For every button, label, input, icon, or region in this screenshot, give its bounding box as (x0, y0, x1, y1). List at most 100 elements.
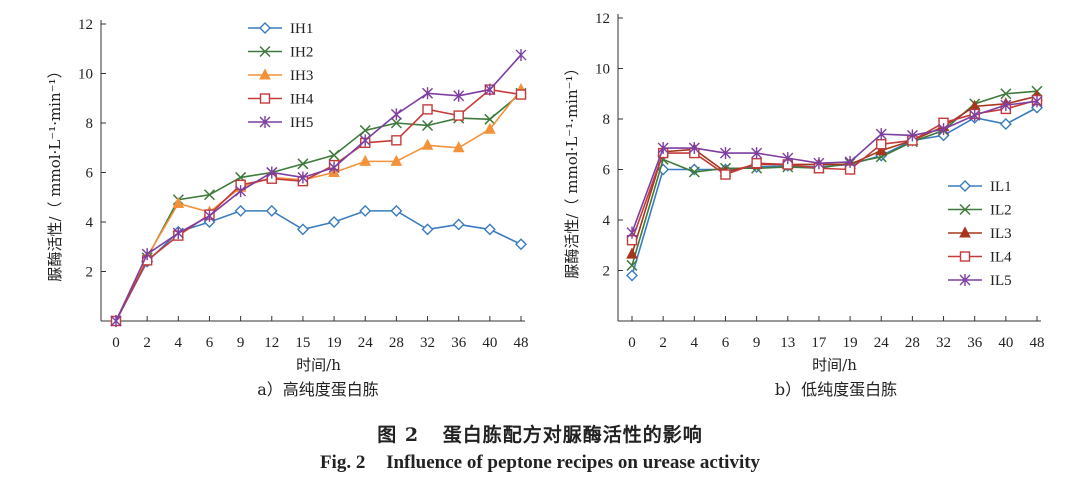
y-tick-label: 12 (78, 17, 93, 33)
data-point (1031, 95, 1043, 108)
x-tick-label: 4 (175, 335, 183, 351)
data-point (328, 161, 340, 174)
legend-marker (259, 68, 271, 80)
legend-marker (959, 203, 971, 216)
data-point (203, 209, 215, 222)
data-point (626, 269, 638, 282)
data-point (876, 139, 887, 150)
legend-entry: IL5 (948, 273, 1012, 289)
x-tick-label: 2 (659, 335, 667, 351)
legend-entry: IL4 (948, 250, 1012, 266)
x-tick-label: 48 (514, 335, 529, 351)
x-tick-label: 40 (482, 335, 497, 351)
data-point (657, 142, 669, 155)
x-tick-label: 6 (206, 335, 214, 351)
legend-entry: IH5 (248, 115, 313, 131)
data-point (484, 83, 496, 96)
data-point (751, 157, 762, 169)
caption-cn-text: 蛋白胨配方对脲酶活性的影响 (442, 424, 703, 446)
data-point (626, 259, 638, 271)
series-line (631, 100, 1038, 233)
figure-caption-chinese: 图 2 蛋白胨配方对脲酶活性的影响 (0, 420, 1080, 447)
x-tick-label: 24 (358, 335, 374, 351)
data-point (421, 138, 434, 150)
legend-entry: IL1 (948, 179, 1012, 195)
legend-entry: IH3 (248, 68, 313, 84)
y-tick-label: 4 (603, 213, 611, 229)
data-point (328, 149, 340, 161)
series-ih1 (110, 204, 527, 327)
legend-entry: IL2 (948, 203, 1012, 219)
data-point (626, 226, 638, 239)
data-point (390, 108, 402, 121)
series-il5 (626, 95, 1043, 239)
data-point (359, 154, 372, 166)
data-point (390, 154, 403, 166)
data-point (938, 123, 950, 136)
data-point (969, 109, 981, 122)
data-point (390, 117, 402, 129)
data-point (359, 124, 371, 136)
caption-en-text: Influence of peptone recipes on urease a… (386, 452, 761, 473)
y-tick-label: 10 (595, 62, 610, 78)
series-ih5 (110, 48, 527, 327)
data-point (1000, 99, 1012, 112)
x-tick-label: 36 (967, 335, 983, 351)
x-tick-label: 40 (998, 335, 1013, 351)
chart-subtitle: b）低纯度蛋白胨 (775, 380, 897, 399)
legend-label: IH2 (290, 45, 313, 61)
data-point (203, 189, 215, 201)
data-point (688, 142, 700, 155)
x-axis-title: 时间/h (812, 356, 857, 374)
data-point (782, 152, 794, 165)
data-point (359, 204, 372, 217)
data-point (421, 223, 434, 236)
data-point (172, 227, 184, 240)
data-point (875, 143, 888, 156)
x-tick-label: 19 (327, 335, 342, 351)
data-point (297, 158, 309, 170)
legend-marker (959, 251, 971, 262)
x-tick-label: 19 (843, 335, 858, 351)
x-tick-label: 28 (905, 335, 920, 351)
legend-marker (259, 22, 271, 34)
legend-label: IH3 (290, 68, 313, 84)
data-point (422, 104, 433, 115)
data-point (484, 113, 496, 125)
data-point (141, 248, 153, 261)
y-tick-label: 2 (603, 264, 611, 280)
legend-entry: IH1 (248, 21, 313, 37)
data-point (484, 122, 496, 134)
data-point (688, 166, 700, 178)
legend-entry: IH4 (248, 92, 314, 108)
x-tick-label: 9 (753, 335, 761, 351)
data-point (391, 135, 402, 146)
legend-label: IL4 (990, 250, 1012, 266)
series-line (115, 54, 522, 322)
data-point (999, 118, 1012, 131)
legend-label: IL1 (990, 179, 1012, 195)
y-axis-title: 脲酶活性/（ mmol·L⁻¹·min⁻¹） (563, 60, 581, 278)
legend-label: IH4 (290, 92, 314, 108)
x-tick-label: 12 (264, 335, 279, 351)
data-point (297, 171, 309, 184)
data-point (359, 134, 371, 147)
y-tick-label: 2 (86, 265, 94, 281)
legend-label: IL3 (990, 226, 1012, 242)
data-point (751, 147, 763, 160)
x-tick-label: 32 (420, 335, 435, 351)
data-point (483, 223, 496, 236)
y-tick-label: 4 (86, 215, 94, 231)
data-point (422, 87, 434, 100)
legend-label: IH1 (290, 21, 313, 37)
x-tick-label: 32 (936, 335, 951, 351)
legend-marker (259, 93, 271, 104)
data-point (515, 238, 527, 251)
x-tick-label: 48 (1030, 335, 1045, 351)
x-tick-label: 0 (112, 335, 120, 351)
legend-marker (959, 180, 971, 192)
data-point (110, 315, 122, 327)
x-tick-label: 9 (237, 335, 245, 351)
